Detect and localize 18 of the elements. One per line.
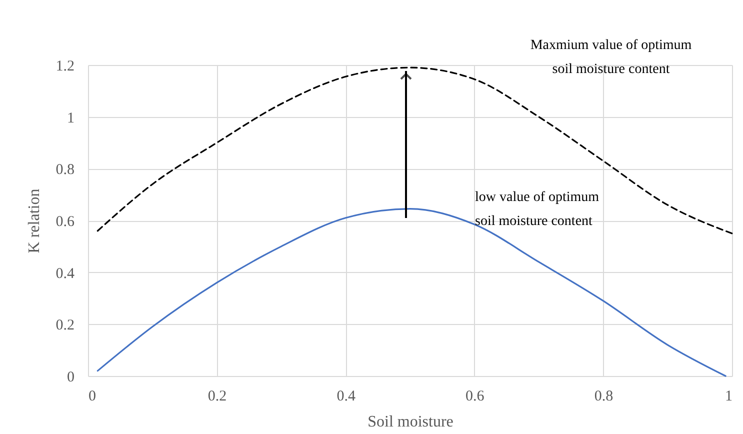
- x-tick-label: 0.4: [336, 388, 356, 404]
- y-tick-label: 0.4: [56, 266, 75, 282]
- y-tick-label: 0: [67, 370, 74, 386]
- y-tick-label: 0.6: [56, 214, 75, 230]
- y-tick-label: 0.2: [56, 318, 74, 334]
- x-axis-title: Soil moisture: [368, 414, 454, 430]
- x-tick-label: 0.6: [466, 388, 485, 404]
- annotation: Maxmium value of optimum soil moisture content: [530, 38, 692, 77]
- y-tick-label: 1: [67, 110, 74, 126]
- line-series: [96, 208, 726, 377]
- y-tick-label: 0.8: [56, 162, 74, 178]
- x-tick-label: 0.8: [594, 388, 614, 404]
- annotation: low value of optimum soil moisture content: [475, 190, 600, 229]
- y-tick-label: 1.2: [56, 58, 74, 74]
- y-axis-title: K relation: [26, 188, 43, 254]
- x-tick-label: 0: [88, 388, 96, 404]
- x-tick-label: 1: [725, 388, 732, 404]
- x-tick-label: 0.2: [208, 388, 227, 404]
